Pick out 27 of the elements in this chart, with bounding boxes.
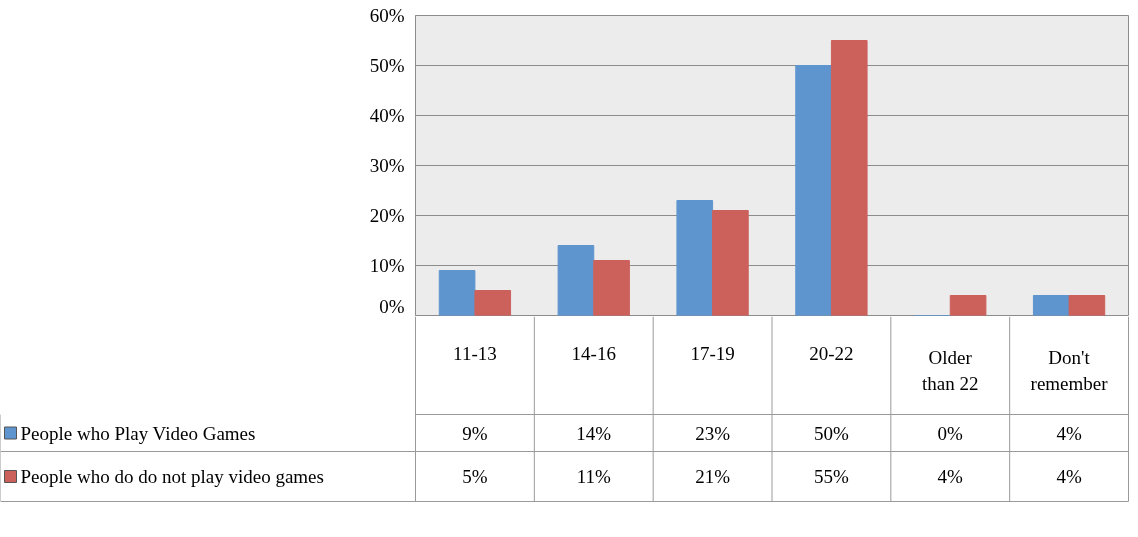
legend-label: People who Play Video Games: [20, 422, 256, 444]
data-label: 50%: [814, 422, 849, 444]
legend-label: People who do do not play video games: [20, 466, 324, 487]
data-label: 9%: [462, 422, 488, 444]
data-label: 0%: [937, 422, 964, 444]
x-tick-label: Don't remember: [1030, 346, 1109, 394]
x-tick-label: 11-13: [453, 342, 497, 364]
data-label: 11%: [576, 466, 611, 487]
data-label: 4%: [1056, 466, 1082, 487]
x-tick-label: 20-22: [809, 342, 854, 364]
y-tick-label: 20%: [369, 205, 405, 226]
data-label: 5%: [462, 466, 488, 487]
y-tick-label: 30%: [369, 155, 405, 176]
y-tick-label: 60%: [369, 5, 405, 26]
x-tick-label: 14-16: [571, 342, 616, 364]
data-label: 23%: [695, 422, 731, 444]
y-tick-label: 50%: [369, 55, 405, 76]
y-tick-label: 10%: [369, 255, 405, 276]
data-label: 4%: [1056, 422, 1082, 444]
y-tick-label: 40%: [369, 105, 405, 126]
data-label: 14%: [576, 422, 612, 444]
data-label: 21%: [695, 466, 731, 487]
x-tick-label: Older than 22: [922, 346, 979, 394]
x-tick-label: 17-19: [690, 342, 735, 364]
data-label: 4%: [937, 466, 964, 487]
y-tick-label: 0%: [379, 295, 405, 317]
data-label: 55%: [814, 466, 849, 487]
